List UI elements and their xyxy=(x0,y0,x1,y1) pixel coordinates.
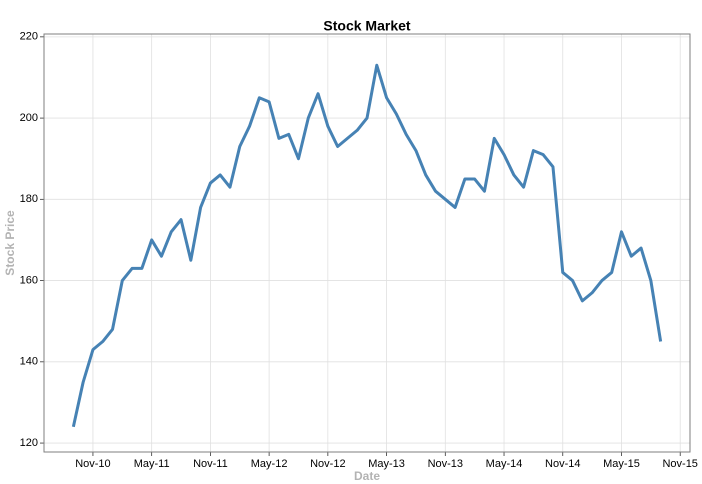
x-tick-label: May-12 xyxy=(251,458,288,470)
y-tick-label: 140 xyxy=(20,356,38,368)
x-tick-label: Nov-12 xyxy=(310,458,345,470)
chart-title: Stock Market xyxy=(323,18,410,34)
x-tick-label: May-13 xyxy=(368,458,405,470)
y-tick-label: 200 xyxy=(20,112,38,124)
y-tick-label: 220 xyxy=(20,31,38,43)
x-tick-label: May-11 xyxy=(134,458,170,470)
x-axis-title: Date xyxy=(354,469,380,483)
price-line xyxy=(71,63,663,428)
x-tick-label: Nov-10 xyxy=(75,458,110,470)
y-tick-label: 120 xyxy=(20,437,38,449)
y-tick-label: 180 xyxy=(20,193,38,205)
y-tick-label: 160 xyxy=(20,274,38,286)
x-tick-label: Nov-11 xyxy=(193,458,228,470)
x-tick-label: Nov-15 xyxy=(662,458,697,470)
plot-border xyxy=(43,33,691,453)
y-axis-title: Stock Price xyxy=(3,210,17,276)
x-tick-label: May-15 xyxy=(603,458,640,470)
x-tick-label: May-14 xyxy=(486,458,523,470)
x-tick-label: Nov-13 xyxy=(428,458,463,470)
x-tick-label: Nov-14 xyxy=(545,458,580,470)
plot-background xyxy=(44,34,690,452)
